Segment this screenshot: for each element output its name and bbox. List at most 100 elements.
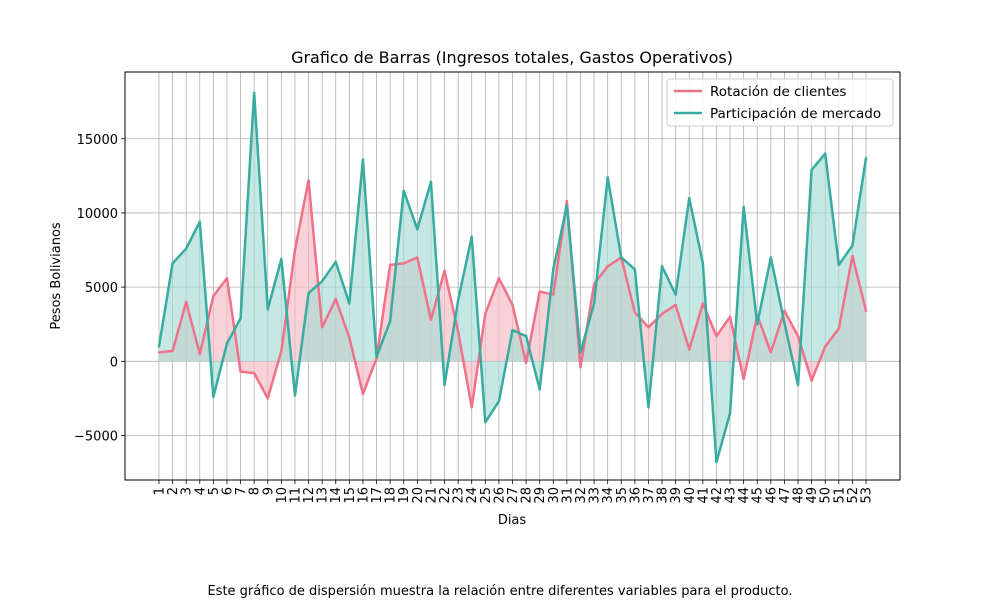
data-point bbox=[633, 311, 637, 314]
x-tick-label: 43 bbox=[724, 487, 739, 504]
x-axis: 1234567891011121314151617181920212223242… bbox=[152, 480, 875, 504]
data-point bbox=[252, 91, 256, 94]
data-point bbox=[157, 345, 161, 348]
y-axis: −5000 0 5000 10000 15000 bbox=[74, 133, 125, 444]
x-tick-label: 20 bbox=[411, 487, 426, 504]
data-point bbox=[198, 220, 201, 224]
legend-box bbox=[666, 78, 894, 127]
data-point bbox=[416, 228, 419, 231]
data-point bbox=[565, 204, 569, 207]
x-tick-label: 8 bbox=[248, 487, 263, 495]
data-point bbox=[701, 262, 705, 265]
x-tick-label: 11 bbox=[288, 487, 303, 504]
data-point bbox=[511, 303, 514, 307]
data-point bbox=[606, 176, 609, 179]
data-point bbox=[416, 256, 419, 259]
data-point bbox=[443, 269, 446, 273]
y-tick-label: 15000 bbox=[77, 133, 118, 148]
x-tick-label: 33 bbox=[588, 487, 603, 504]
data-point bbox=[688, 348, 691, 351]
data-point bbox=[307, 179, 310, 182]
data-point bbox=[660, 265, 664, 268]
data-point bbox=[864, 156, 868, 160]
x-tick-label: 48 bbox=[792, 487, 807, 504]
data-point bbox=[497, 277, 501, 280]
x-tick-label: 46 bbox=[764, 487, 779, 504]
x-tick-label: 31 bbox=[560, 487, 575, 504]
data-point bbox=[443, 383, 446, 387]
data-point bbox=[633, 268, 637, 271]
data-point bbox=[837, 263, 841, 267]
data-point bbox=[783, 309, 786, 313]
data-point bbox=[497, 400, 501, 403]
x-tick-label: 39 bbox=[669, 487, 684, 504]
x-tick-label: 44 bbox=[737, 487, 752, 504]
data-point bbox=[592, 302, 596, 305]
data-point bbox=[456, 330, 460, 333]
data-point bbox=[810, 379, 813, 382]
x-tick-label: 35 bbox=[615, 487, 630, 504]
data-point bbox=[824, 345, 827, 348]
x-tick-label: 1 bbox=[152, 487, 167, 495]
data-point bbox=[606, 265, 609, 268]
x-tick-label: 14 bbox=[329, 487, 344, 504]
data-point bbox=[198, 352, 201, 356]
data-point bbox=[184, 300, 188, 304]
x-tick-label: 28 bbox=[520, 487, 535, 504]
data-point bbox=[429, 318, 433, 321]
x-tick-label: 49 bbox=[805, 487, 820, 504]
x-tick-label: 12 bbox=[302, 487, 317, 504]
data-point bbox=[266, 308, 269, 311]
data-point bbox=[824, 152, 827, 155]
data-point bbox=[851, 244, 854, 247]
x-tick-label: 26 bbox=[492, 487, 507, 504]
data-point bbox=[402, 262, 405, 265]
data-point bbox=[402, 189, 405, 192]
x-tick-label: 16 bbox=[356, 487, 371, 504]
data-point bbox=[320, 279, 324, 283]
x-tick-label: 25 bbox=[479, 487, 494, 504]
x-tick-label: 50 bbox=[819, 487, 834, 504]
x-tick-label: 13 bbox=[316, 487, 331, 504]
data-point bbox=[810, 168, 813, 172]
data-point bbox=[388, 263, 392, 267]
data-point bbox=[470, 406, 473, 409]
data-point bbox=[524, 361, 528, 364]
data-point bbox=[375, 355, 378, 359]
data-point bbox=[334, 297, 337, 301]
data-point bbox=[293, 394, 297, 397]
data-point bbox=[538, 290, 541, 293]
data-point bbox=[565, 199, 569, 203]
y-tick-label: 5000 bbox=[85, 281, 118, 296]
x-tick-label: 42 bbox=[710, 487, 725, 504]
data-point bbox=[293, 248, 297, 252]
x-tick-label: 38 bbox=[656, 487, 671, 504]
x-tick-label: 17 bbox=[370, 487, 385, 504]
chart-title: Grafico de Barras (Ingresos totales, Gas… bbox=[291, 48, 733, 67]
data-point bbox=[552, 293, 555, 296]
y-tick-label: 0 bbox=[110, 355, 118, 370]
y-tick-label: 10000 bbox=[77, 207, 118, 222]
series-lines bbox=[157, 91, 868, 464]
data-point bbox=[239, 317, 242, 320]
data-point bbox=[334, 260, 337, 264]
data-point bbox=[579, 351, 582, 354]
x-tick-label: 40 bbox=[683, 487, 698, 504]
x-tick-label: 15 bbox=[343, 487, 358, 504]
data-point bbox=[742, 377, 745, 381]
data-point bbox=[212, 294, 215, 298]
data-point bbox=[388, 320, 392, 323]
data-point bbox=[470, 235, 473, 238]
data-point bbox=[524, 334, 528, 338]
grid bbox=[125, 72, 900, 480]
data-point bbox=[511, 328, 514, 332]
data-point bbox=[252, 371, 256, 375]
data-point bbox=[728, 412, 732, 415]
x-tick-label: 32 bbox=[574, 487, 589, 504]
data-point bbox=[266, 397, 269, 400]
x-tick-label: 34 bbox=[601, 487, 616, 504]
y-tick-label: −5000 bbox=[74, 429, 118, 444]
data-point bbox=[225, 342, 229, 345]
x-tick-label: 22 bbox=[438, 487, 453, 504]
